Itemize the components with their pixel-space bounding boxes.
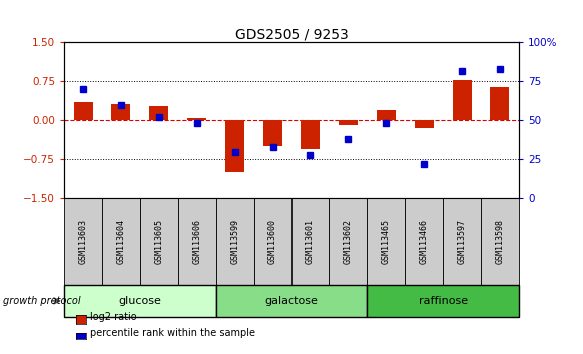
- Bar: [367, 198, 405, 285]
- Title: GDS2505 / 9253: GDS2505 / 9253: [234, 27, 349, 41]
- Bar: [178, 198, 216, 285]
- Text: GSM113466: GSM113466: [420, 219, 429, 264]
- Bar: [64, 198, 102, 285]
- Bar: [292, 198, 329, 285]
- Bar: [481, 198, 519, 285]
- Text: GSM113465: GSM113465: [382, 219, 391, 264]
- Text: percentile rank within the sample: percentile rank within the sample: [90, 328, 255, 338]
- Text: GSM113597: GSM113597: [458, 219, 466, 264]
- Bar: [140, 198, 178, 285]
- Bar: [329, 198, 367, 285]
- Bar: [64, 285, 216, 317]
- Bar: [216, 198, 254, 285]
- Text: GSM113599: GSM113599: [230, 219, 239, 264]
- Text: growth protocol: growth protocol: [3, 296, 80, 306]
- Text: log2 ratio: log2 ratio: [90, 312, 137, 322]
- Text: GSM113606: GSM113606: [192, 219, 201, 264]
- Bar: [301, 120, 320, 149]
- Bar: [339, 120, 358, 125]
- Bar: [149, 106, 168, 120]
- Bar: [415, 120, 434, 128]
- Bar: [187, 118, 206, 120]
- Bar: [490, 87, 510, 120]
- Bar: [367, 285, 519, 317]
- Bar: [405, 198, 443, 285]
- Bar: [73, 102, 93, 120]
- Bar: [377, 110, 396, 120]
- Text: GSM113604: GSM113604: [117, 219, 125, 264]
- Text: GSM113601: GSM113601: [306, 219, 315, 264]
- Text: glucose: glucose: [118, 296, 161, 306]
- Text: GSM113598: GSM113598: [496, 219, 504, 264]
- Text: GSM113602: GSM113602: [344, 219, 353, 264]
- Bar: [225, 120, 244, 172]
- Bar: [254, 198, 292, 285]
- Bar: [111, 104, 131, 120]
- Bar: [452, 80, 472, 120]
- Text: GSM113600: GSM113600: [268, 219, 277, 264]
- Text: GSM113603: GSM113603: [79, 219, 87, 264]
- Bar: [102, 198, 140, 285]
- Bar: [263, 120, 282, 146]
- Text: galactose: galactose: [265, 296, 318, 306]
- Text: GSM113605: GSM113605: [154, 219, 163, 264]
- Bar: [443, 198, 481, 285]
- Bar: [216, 285, 367, 317]
- Text: raffinose: raffinose: [419, 296, 468, 306]
